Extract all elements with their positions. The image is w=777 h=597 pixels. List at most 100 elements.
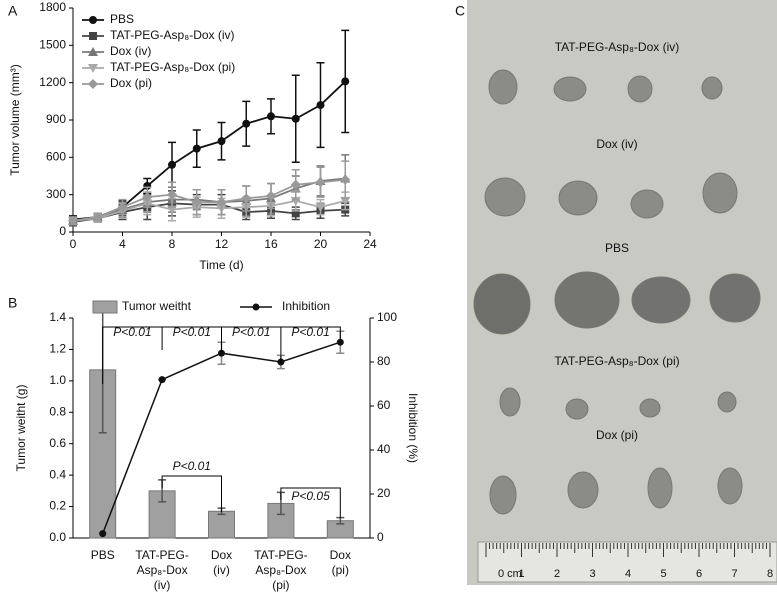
marker (242, 119, 251, 128)
marker (142, 192, 153, 203)
tumor (553, 76, 587, 102)
tumor (709, 273, 761, 323)
x-tick-label: Dox (pi) (330, 548, 351, 577)
ruler-ticks: 0 cm1 2 3 4 5 6 7 8 (485, 543, 773, 580)
y2-tick-label: 100 (377, 310, 397, 324)
legend-marker (89, 32, 97, 40)
x-tick-label: 4 (119, 237, 126, 251)
legend-label: Dox (pi) (110, 76, 152, 90)
legend-marker (252, 303, 260, 311)
marker (291, 209, 300, 218)
x-tick-label: PBS (91, 548, 115, 562)
legend-label: TAT-PEG-Asp₈-Dox (pi) (110, 60, 235, 74)
photo-label: Dox (pi) (596, 428, 638, 442)
panel-label: B (8, 295, 17, 311)
marker (143, 181, 152, 190)
y2-tick-label: 40 (377, 442, 391, 456)
series-line (72, 199, 346, 222)
ruler-label: 1 (518, 568, 524, 580)
y-tick-label: 300 (46, 187, 66, 201)
y-tick-label: 0.4 (49, 467, 66, 481)
y2-tick-label: 60 (377, 398, 391, 412)
photo-panel: TAT-PEG-Asp₈-Dox (iv) Dox (iv) PBS TAT-P… (455, 0, 777, 585)
annotation: P<0.01 (173, 325, 211, 339)
x-tick-label: TAT-PEG-Asp₈-Dox (pi) (254, 548, 308, 592)
tumors (473, 69, 761, 515)
y-tick-label: 1500 (39, 38, 66, 52)
legend-label: Dox (iv) (110, 44, 151, 58)
x-tick-label: 12 (215, 237, 229, 251)
tumor (627, 75, 653, 103)
ruler-label: 5 (660, 568, 666, 580)
panel-label: A (8, 3, 18, 19)
tumor (701, 76, 723, 100)
ruler-label: 8 (767, 568, 773, 580)
annotation: P<0.01 (232, 325, 270, 339)
bar (208, 510, 235, 539)
tumor (499, 387, 521, 417)
marker (316, 101, 325, 110)
marker (336, 338, 344, 346)
tumor (702, 172, 738, 214)
x-tick-label: Dox (iv) (211, 548, 232, 577)
legend-marker (88, 47, 98, 56)
ruler-label: 6 (696, 568, 702, 580)
marker (68, 215, 78, 226)
x-tick-label: 16 (264, 237, 278, 251)
tumor (717, 467, 743, 505)
tumor (565, 398, 589, 420)
legend-swatch (92, 300, 118, 314)
y2-tick-label: 20 (377, 486, 391, 500)
y-axis-label: Tumor volume (mm³) (8, 64, 22, 176)
tumor (717, 391, 737, 413)
marker (92, 212, 103, 223)
marker (117, 202, 128, 213)
bracket (102, 326, 341, 384)
x-axis-label: Time (d) (199, 258, 243, 272)
marker (158, 376, 166, 384)
y-tick-label: 1800 (39, 0, 66, 14)
marker (168, 160, 176, 169)
y-tick-label: 0.0 (49, 530, 66, 544)
marker (192, 144, 201, 153)
tumor (647, 467, 673, 509)
y-tick-label: 0.6 (49, 436, 66, 450)
marker (341, 77, 350, 86)
annotation: P<0.01 (173, 459, 211, 473)
legend-marker (89, 16, 97, 24)
annotation: P<0.01 (113, 325, 151, 339)
x-tick-label: TAT-PEG-Asp₈-Dox (iv) (135, 548, 189, 592)
legend-label: TAT-PEG-Asp₈-Dox (iv) (110, 28, 235, 42)
y-tick-label: 1.0 (49, 373, 66, 387)
annotation: P<0.01 (291, 325, 329, 339)
ruler-label: 2 (554, 568, 560, 580)
tumor (567, 471, 599, 509)
legend-label: Tumor weitht (122, 299, 192, 313)
tumor (558, 180, 598, 216)
marker (291, 114, 300, 123)
marker (216, 197, 227, 208)
marker (315, 177, 326, 188)
marker (217, 137, 226, 146)
ruler-label: 0 cm (498, 568, 522, 580)
photo-label: TAT-PEG-Asp₈-Dox (iv) (555, 40, 680, 54)
marker (267, 112, 275, 121)
ruler-label: 3 (589, 568, 595, 580)
marker (167, 189, 177, 200)
y-tick-label: 0.8 (49, 404, 66, 418)
ruler-label: 4 (625, 568, 631, 580)
photo-label: TAT-PEG-Asp₈-Dox (pi) (554, 354, 679, 368)
x-tick-label: 24 (363, 237, 377, 251)
legend-label: PBS (110, 12, 134, 26)
photo-label: Dox (iv) (596, 137, 637, 151)
panel-label: C (455, 3, 465, 19)
marker (290, 179, 301, 190)
x-tick-label: 8 (169, 237, 176, 251)
ruler-label: 7 (731, 568, 737, 580)
legend-label: Inhibition (282, 299, 330, 313)
marker (99, 530, 107, 538)
bracket (280, 487, 341, 518)
tumor (484, 177, 526, 217)
tumor (639, 398, 661, 418)
